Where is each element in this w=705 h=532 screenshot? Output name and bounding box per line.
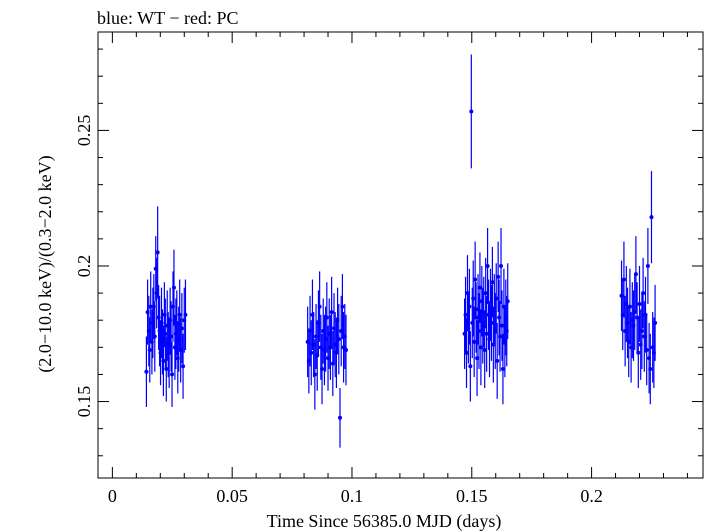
data-point: [320, 367, 325, 372]
data-point: [343, 348, 348, 353]
data-point: [485, 263, 490, 268]
x-axis-title: Time Since 56385.0 MJD (days): [267, 511, 502, 532]
x-tick-label: 0.1: [341, 486, 364, 506]
x-tick-label: 0.15: [456, 486, 488, 506]
data-point: [169, 334, 174, 339]
data-point: [494, 296, 499, 301]
data-point: [336, 337, 341, 342]
data-point: [637, 301, 642, 306]
series-wt: [144, 54, 658, 448]
data-point: [181, 364, 186, 369]
data-point: [496, 274, 501, 279]
data-point: [312, 372, 317, 377]
data-point: [490, 280, 495, 285]
y-axis-ticks: 0.15 0.2 0.25: [74, 48, 703, 457]
data-point: [484, 331, 489, 336]
data-point: [471, 296, 476, 301]
data-point: [627, 304, 632, 309]
data-point: [477, 285, 482, 290]
data-point: [329, 310, 334, 315]
data-point: [500, 367, 505, 372]
x-axis-ticks: 0 0.05 0.1 0.15 0.2: [108, 32, 688, 506]
data-point: [482, 348, 487, 353]
data-point: [495, 358, 500, 363]
data-point: [152, 334, 157, 339]
data-point: [473, 277, 478, 282]
data-point: [474, 315, 479, 320]
data-point: [489, 320, 494, 325]
data-point: [621, 277, 626, 282]
data-point: [505, 299, 510, 304]
data-point: [633, 272, 638, 277]
data-point: [468, 364, 473, 369]
data-point: [338, 415, 342, 420]
data-point: [639, 329, 644, 334]
data-point: [147, 348, 152, 353]
data-point: [499, 323, 504, 328]
y-tick-label: 0.25: [74, 115, 94, 147]
data-point: [475, 356, 480, 361]
data-series: [144, 54, 658, 448]
x-tick-label: 0.05: [216, 486, 248, 506]
data-point: [155, 250, 160, 255]
data-point: [148, 304, 153, 309]
data-point: [164, 367, 169, 372]
data-point: [644, 348, 649, 353]
plot-frame: [97, 31, 704, 479]
y-axis-title: (2.0−10.0 keV)/(0.3−2.0 keV): [35, 155, 56, 372]
data-point: [645, 263, 650, 268]
y-tick-label: 0.2: [74, 255, 94, 278]
data-point: [469, 109, 474, 114]
data-point: [463, 312, 468, 317]
data-point: [653, 320, 658, 325]
data-point: [478, 345, 483, 350]
x-tick-label: 0.2: [580, 486, 603, 506]
data-point: [161, 358, 166, 363]
x-tick-label: 0: [108, 486, 117, 506]
data-point: [464, 350, 469, 355]
data-point: [467, 304, 472, 309]
data-point: [317, 304, 322, 309]
data-point: [309, 350, 314, 355]
data-point: [324, 315, 329, 320]
data-point: [144, 369, 149, 374]
data-point: [183, 312, 188, 317]
data-point: [163, 331, 168, 336]
data-point: [472, 339, 477, 344]
data-point: [636, 350, 641, 355]
chart-title: blue: WT − red: PC: [97, 8, 238, 28]
data-point: [171, 285, 176, 290]
data-point: [649, 215, 654, 220]
data-point: [499, 263, 504, 268]
data-point: [177, 312, 182, 317]
data-point: [340, 304, 345, 309]
data-point: [648, 367, 653, 372]
data-point: [498, 334, 503, 339]
data-point: [170, 372, 175, 377]
data-point: [641, 291, 646, 296]
data-point: [179, 326, 184, 331]
data-point: [483, 291, 488, 296]
data-point: [476, 329, 481, 334]
y-tick-label: 0.15: [74, 386, 94, 418]
